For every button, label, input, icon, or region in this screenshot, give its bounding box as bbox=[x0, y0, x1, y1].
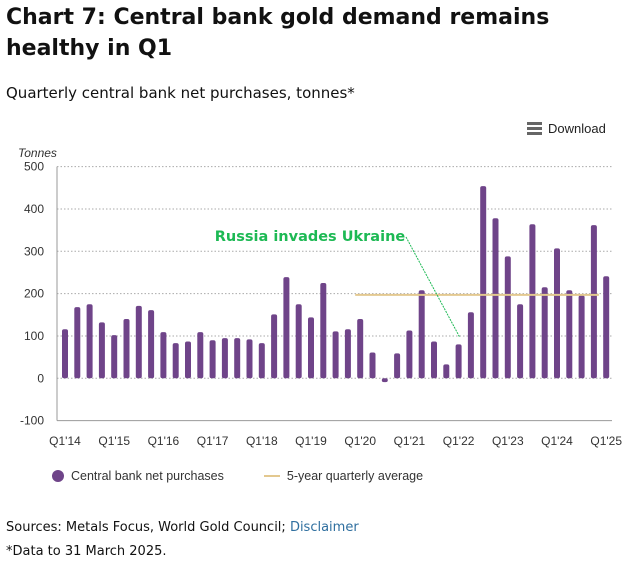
legend-line-swatch bbox=[263, 475, 280, 477]
x-tick-label: Q1'18 bbox=[246, 434, 278, 448]
legend-bar-swatch bbox=[52, 470, 64, 482]
x-tick-label: Q1'14 bbox=[49, 434, 81, 448]
bar bbox=[221, 338, 228, 379]
bar bbox=[271, 314, 278, 379]
legend-bars-label[interactable]: Central bank net purchases bbox=[71, 469, 224, 483]
bar bbox=[344, 329, 351, 379]
x-tick-label: Q1'21 bbox=[394, 434, 426, 448]
x-tick-label: Q1'19 bbox=[295, 434, 327, 448]
bar bbox=[443, 364, 450, 379]
chart-subtitle: Quarterly central bank net purchases, to… bbox=[6, 84, 355, 102]
bar bbox=[406, 330, 413, 379]
x-tick-label: Q1'22 bbox=[443, 434, 475, 448]
x-tick-label: Q1'20 bbox=[344, 434, 376, 448]
y-tick-label: 0 bbox=[37, 371, 44, 385]
bar bbox=[62, 329, 68, 379]
legend: Central bank net purchases 5-year quarte… bbox=[52, 469, 423, 483]
bar bbox=[492, 218, 499, 379]
bar bbox=[394, 353, 401, 379]
disclaimer-link[interactable]: Disclaimer bbox=[289, 520, 359, 535]
sources-text: Sources: Metals Focus, World Gold Counci… bbox=[6, 520, 290, 535]
bar bbox=[603, 276, 610, 379]
y-axis-title: Tonnes bbox=[18, 146, 57, 160]
bar bbox=[467, 312, 474, 379]
y-tick-label: 200 bbox=[24, 287, 44, 301]
bar bbox=[418, 290, 425, 379]
footnote: *Data to 31 March 2025. bbox=[6, 544, 167, 559]
bar bbox=[455, 344, 462, 379]
x-tick-label: Q1'15 bbox=[98, 434, 130, 448]
annotation-pointer bbox=[405, 236, 461, 338]
bar bbox=[308, 317, 314, 379]
bar bbox=[209, 340, 216, 379]
bar bbox=[74, 307, 81, 379]
y-tick-label: 400 bbox=[24, 202, 44, 216]
sources: Sources: Metals Focus, World Gold Counci… bbox=[6, 520, 359, 535]
download-button[interactable]: Download bbox=[527, 121, 606, 136]
bar bbox=[431, 341, 437, 379]
download-label: Download bbox=[548, 121, 606, 136]
x-tick-label: Q1'17 bbox=[197, 434, 229, 448]
bar bbox=[517, 304, 524, 379]
annotation-label: Russia invades Ukraine bbox=[215, 229, 406, 245]
y-tick-label: -100 bbox=[20, 414, 44, 428]
bar bbox=[98, 322, 105, 379]
bar bbox=[135, 305, 142, 379]
bar bbox=[283, 277, 290, 379]
bar bbox=[148, 310, 155, 379]
bar bbox=[541, 287, 548, 379]
bar bbox=[578, 295, 585, 379]
bar bbox=[234, 338, 241, 379]
bar bbox=[381, 378, 388, 383]
bar bbox=[172, 343, 179, 379]
x-tick-label: Q1'16 bbox=[148, 434, 180, 448]
y-tick-label: 100 bbox=[24, 329, 44, 343]
bar bbox=[504, 256, 511, 379]
y-tick-label: 300 bbox=[24, 244, 44, 258]
x-tick-label: Q1'23 bbox=[492, 434, 524, 448]
bar bbox=[185, 341, 191, 379]
x-tick-label: Q1'25 bbox=[590, 434, 622, 448]
bar bbox=[320, 283, 327, 379]
bar bbox=[111, 335, 118, 379]
x-tick-label: Q1'24 bbox=[541, 434, 573, 448]
legend-average-label[interactable]: 5-year quarterly average bbox=[286, 469, 424, 483]
bar bbox=[590, 225, 597, 379]
bar bbox=[554, 248, 560, 379]
bar bbox=[197, 332, 204, 379]
bar bbox=[123, 319, 130, 379]
bar bbox=[86, 304, 93, 379]
bar bbox=[295, 304, 302, 379]
bar bbox=[246, 339, 253, 379]
bar bbox=[258, 343, 265, 379]
bar bbox=[369, 352, 376, 379]
bar bbox=[332, 331, 339, 379]
bar bbox=[529, 224, 536, 379]
menu-icon bbox=[527, 122, 542, 135]
bar bbox=[566, 290, 573, 379]
chart-title: Chart 7: Central bank gold demand remain… bbox=[6, 5, 550, 61]
bar bbox=[480, 186, 487, 379]
bar bbox=[160, 332, 167, 379]
y-tick-label: 500 bbox=[24, 160, 44, 174]
bar bbox=[357, 319, 364, 379]
